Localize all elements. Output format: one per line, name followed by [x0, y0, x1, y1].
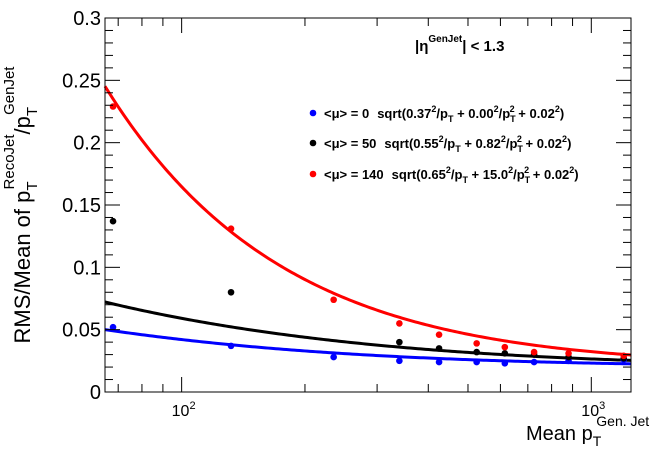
y-tick-label: 0 — [90, 382, 101, 404]
data-point-series-0 — [330, 353, 337, 361]
data-point-series-0 — [227, 342, 235, 350]
legend-label-mu0: <μ> = 0 sqrt(0.372/pT + 0.002/pT2 + 0.022… — [324, 104, 564, 124]
data-points — [109, 103, 628, 367]
data-point-series-2 — [530, 348, 538, 356]
data-point-series-2 — [330, 296, 337, 304]
y-tick-label: 0.05 — [62, 320, 101, 342]
data-point-series-2 — [501, 343, 509, 351]
y-tick-labels: 0 0.05 0.1 0.15 0.2 0.25 0.3 — [62, 8, 101, 404]
data-point-series-2 — [473, 340, 480, 347]
data-point-series-0 — [396, 357, 403, 365]
legend-marker-mu50 — [309, 139, 317, 147]
legend-marker-mu0 — [309, 109, 317, 117]
data-point-series-1 — [435, 345, 443, 352]
data-point-series-1 — [227, 288, 235, 296]
data-point-series-0 — [501, 360, 509, 367]
fit-curve-series-1 — [104, 300, 632, 362]
data-point-series-0 — [530, 358, 538, 366]
plot-frame — [104, 17, 632, 393]
data-point-series-1 — [396, 338, 403, 346]
data-point-series-2 — [109, 103, 117, 110]
data-point-series-1 — [473, 348, 480, 356]
y-tick-label: 0.3 — [73, 8, 101, 30]
eta-annotation: |ηGenJet| < 1.3 — [415, 34, 504, 55]
data-point-series-1 — [501, 350, 509, 357]
data-point-series-2 — [565, 350, 572, 357]
data-point-series-0 — [109, 323, 117, 331]
legend-label-mu140: <μ> = 140 sqrt(0.652/pT + 15.02/pT2 + 0.0… — [324, 165, 579, 185]
y-tick-label: 0.1 — [73, 257, 101, 279]
data-point-series-2 — [435, 331, 443, 338]
fit-curves — [103, 85, 632, 366]
y-axis-ticks — [105, 17, 631, 393]
x-tick-label: 102 — [172, 400, 196, 420]
data-point-series-0 — [435, 358, 443, 366]
data-point-series-1 — [109, 217, 117, 225]
x-axis-ticks — [117, 18, 592, 392]
legend: <μ> = 0 sqrt(0.372/pT + 0.002/pT2 + 0.022… — [309, 104, 579, 185]
data-point-series-2 — [396, 320, 403, 327]
legend-entry-mu140: <μ> = 140 sqrt(0.652/pT + 15.02/pT2 + 0.0… — [309, 165, 579, 185]
x-tick-label: 103 — [581, 400, 605, 420]
fit-curve-series-2 — [103, 85, 632, 357]
legend-entry-mu50: <μ> = 50 sqrt(0.552/pT + 0.822/pT2 + 0.02… — [309, 134, 571, 154]
legend-entry-mu0: <μ> = 0 sqrt(0.372/pT + 0.002/pT2 + 0.022… — [309, 104, 564, 124]
y-tick-label: 0.25 — [62, 70, 101, 92]
x-axis-title: Mean pTGen. Jet — [526, 413, 649, 449]
data-point-series-2 — [227, 225, 235, 232]
data-point-series-0 — [473, 358, 480, 366]
data-point-series-2 — [620, 352, 628, 360]
legend-marker-mu140 — [309, 170, 317, 178]
x-tick-labels: 102 103 — [172, 400, 606, 420]
y-tick-label: 0.2 — [73, 133, 101, 155]
y-axis-title: RMS/Mean of pTRecoJet/pTGenJet — [1, 66, 41, 344]
legend-label-mu50: <μ> = 50 sqrt(0.552/pT + 0.822/pT2 + 0.02… — [324, 134, 571, 154]
y-tick-label: 0.15 — [62, 195, 101, 217]
fit-curve-series-0 — [104, 328, 632, 366]
